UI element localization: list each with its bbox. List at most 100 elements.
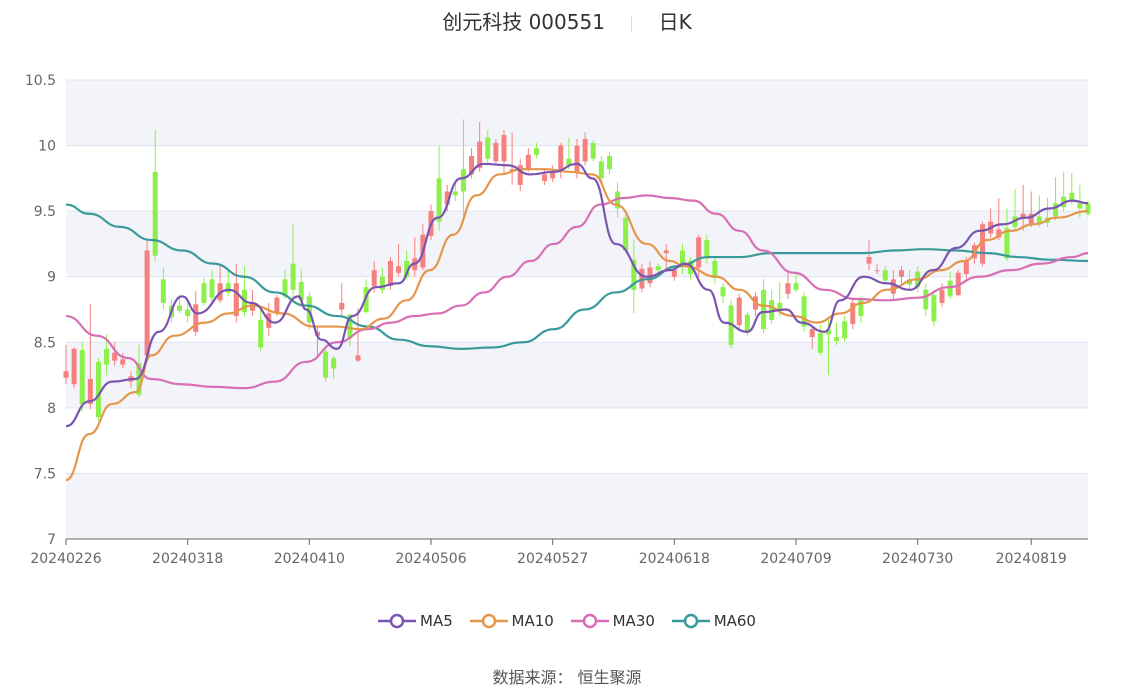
candle-body	[639, 268, 645, 289]
candle-body	[955, 272, 961, 296]
candle-body	[996, 229, 1002, 238]
candle-body	[87, 379, 93, 404]
candle-body	[704, 239, 710, 259]
candle-body	[980, 224, 986, 264]
ma5-legend-icon	[378, 613, 416, 629]
candle-body	[550, 171, 556, 179]
x-tick-label: 20240730	[882, 551, 953, 567]
data-source: 数据来源： 恒生聚源	[492, 668, 642, 687]
y-tick-label: 8.5	[34, 335, 56, 351]
x-tick-label: 20240819	[996, 551, 1067, 567]
candle-body	[769, 300, 775, 320]
y-tick-label: 10	[38, 139, 56, 155]
candle-body	[777, 302, 783, 311]
candle-body	[866, 257, 872, 264]
legend-item-ma5[interactable]: MA5	[378, 612, 453, 630]
candle-body	[1004, 228, 1010, 259]
legend-item-ma30[interactable]: MA30	[570, 612, 655, 630]
candle-body	[501, 135, 507, 162]
candle-body	[574, 145, 580, 172]
candle-body	[606, 156, 612, 170]
candle-body	[582, 139, 588, 162]
candle-body	[331, 358, 337, 369]
candle-body	[152, 171, 158, 256]
candle-body	[542, 174, 548, 181]
candle-body	[112, 352, 118, 361]
candle-body	[104, 348, 110, 365]
candle-body	[379, 276, 385, 290]
candle-body	[136, 363, 142, 395]
legend-item-ma10[interactable]: MA10	[469, 612, 554, 630]
candle-body	[939, 289, 945, 303]
y-tick-label: 9	[47, 270, 56, 286]
background-band	[66, 342, 1088, 408]
candle-body	[923, 289, 929, 310]
candle-body	[469, 156, 475, 175]
candle-body	[347, 314, 353, 339]
ma10-legend-icon	[469, 613, 508, 629]
candle-body	[485, 137, 491, 159]
candle-body	[444, 191, 450, 205]
candle-body	[663, 250, 669, 254]
candle-body	[533, 148, 539, 155]
candle-body	[339, 302, 345, 310]
candle-body	[825, 329, 831, 335]
candlestick-chart: 7 7.5 8 8.5 9 9.5 10 10.5 20240226 20240318 202404…	[25, 73, 1091, 567]
title-separator	[631, 15, 633, 32]
candle-body	[404, 260, 410, 277]
candle-body	[306, 296, 312, 323]
y-tick-label: 7	[47, 532, 56, 548]
candle-body	[1036, 216, 1042, 225]
ma5-line	[65, 162, 1089, 428]
candle-body	[1028, 213, 1034, 225]
y-tick-label: 9.5	[34, 204, 56, 220]
candle-body	[323, 351, 329, 378]
candle-body	[525, 154, 531, 170]
candle-body	[363, 287, 369, 313]
candle-body	[898, 270, 904, 277]
chart-title: 创元科技 000551 日K	[0, 6, 1134, 35]
candle-body	[671, 270, 677, 277]
candle-body	[858, 300, 864, 317]
x-tick-label: 20240618	[639, 551, 710, 567]
candle-body	[1085, 203, 1091, 214]
candle-body	[387, 260, 393, 286]
legend: MA5 MA10 MA30 MA60	[0, 612, 1134, 633]
legend-item-ma60[interactable]: MA60	[671, 612, 756, 630]
candle-body	[558, 145, 564, 172]
candle-body	[290, 263, 296, 290]
legend-label-ma10: MA10	[511, 612, 554, 630]
background-band	[66, 473, 1088, 539]
candle-body	[850, 302, 856, 324]
background-band	[66, 80, 1088, 146]
x-tick-label: 20240709	[760, 551, 831, 567]
candle-body	[371, 270, 377, 286]
candle-body	[712, 260, 718, 279]
candle-body	[79, 350, 85, 404]
candle-body	[890, 279, 896, 294]
candle-body	[623, 217, 629, 251]
candle-body	[1069, 192, 1075, 202]
candle-body	[144, 250, 150, 356]
candle-body	[761, 289, 767, 330]
candle-body	[250, 302, 256, 311]
candle-body	[720, 287, 726, 297]
candle-body	[696, 237, 702, 268]
legend-label-ma60: MA60	[713, 612, 756, 630]
candle-body	[396, 266, 402, 273]
y-tick-label: 10.5	[25, 73, 56, 89]
candle-body	[842, 321, 848, 339]
candle-body	[793, 283, 799, 290]
candle-body	[185, 309, 191, 317]
candle-body	[436, 178, 442, 222]
candle-body	[355, 355, 361, 361]
candle-body	[931, 295, 937, 322]
candle-body	[947, 280, 953, 297]
candle-body	[566, 158, 572, 166]
candle-body	[907, 279, 913, 285]
ma60-legend-icon	[671, 613, 710, 629]
candle-body	[874, 270, 880, 272]
candle-body	[71, 348, 77, 385]
candle-body	[209, 279, 215, 298]
candle-body	[160, 279, 166, 303]
